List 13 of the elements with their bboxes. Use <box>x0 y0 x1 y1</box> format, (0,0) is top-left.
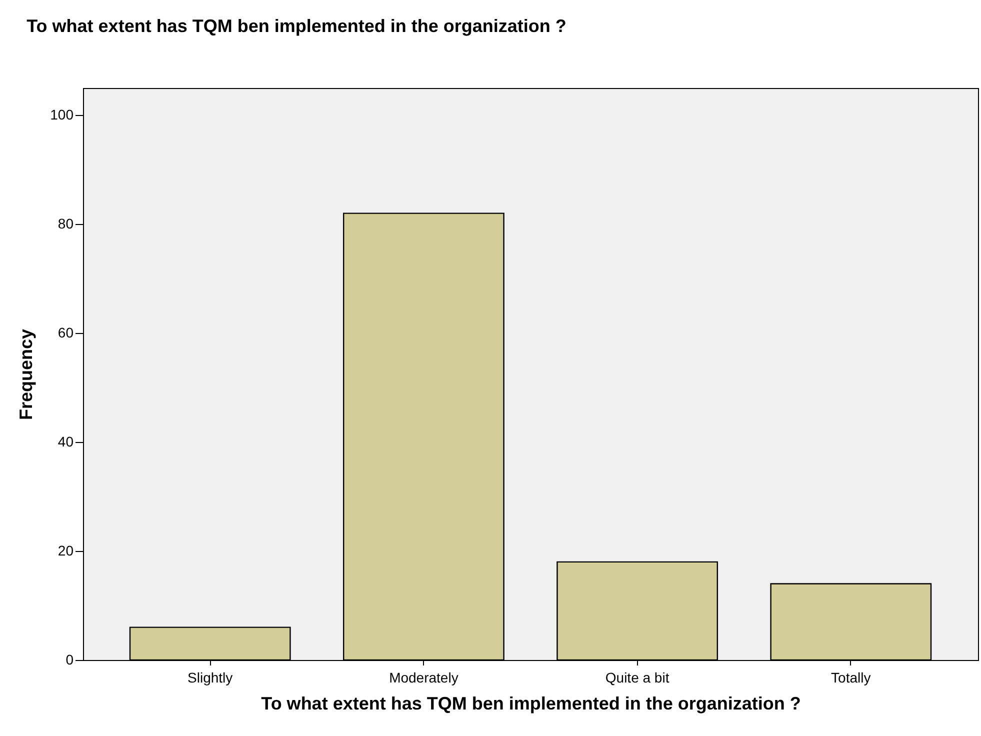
y-axis-title: Frequency <box>16 328 36 420</box>
x-tick-label: Slightly <box>188 670 233 686</box>
y-tick-label: 20 <box>58 542 74 559</box>
x-tick-label: Moderately <box>389 670 458 686</box>
x-tick-label: Quite a bit <box>605 670 670 686</box>
x-tick-label: Totally <box>831 670 871 686</box>
y-tick-label: 0 <box>66 652 74 668</box>
chart-title: To what extent has TQM ben implemented in the organization ? <box>26 16 566 36</box>
x-axis-title: To what extent has TQM ben implemented in the organization ? <box>261 694 801 714</box>
y-tick-label: 60 <box>58 324 74 341</box>
y-tick-label: 80 <box>58 216 74 232</box>
y-tick-label: 40 <box>58 434 74 450</box>
y-tick-label: 100 <box>50 106 74 123</box>
